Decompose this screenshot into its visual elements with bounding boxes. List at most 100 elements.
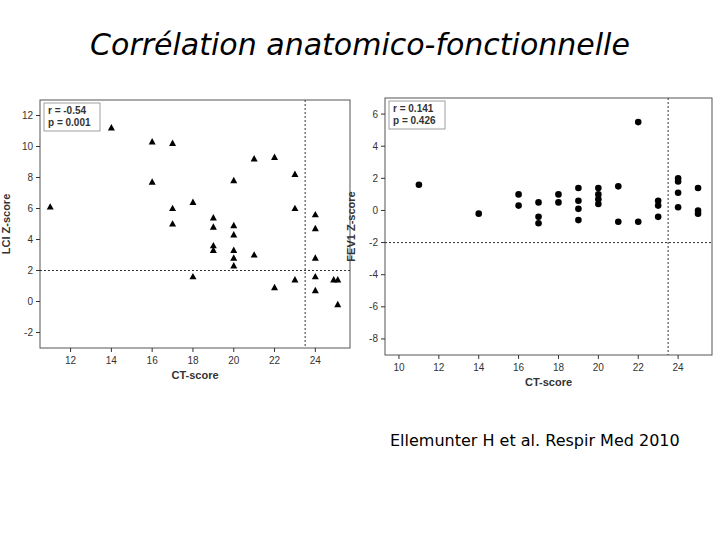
x-tick-label: 16 (513, 362, 525, 373)
plot-frame (40, 100, 350, 348)
point (515, 202, 522, 209)
point (312, 225, 319, 231)
x-tick-label: 12 (433, 362, 445, 373)
plot-area (40, 100, 350, 348)
plot-frame (385, 98, 712, 355)
annotation-box (389, 101, 445, 129)
x-tick (638, 355, 639, 359)
x-axis-label: CT-score (525, 376, 572, 388)
point (189, 273, 196, 279)
x-tick-label: 24 (673, 362, 685, 373)
point (291, 276, 298, 282)
point (312, 254, 319, 260)
reference-line-x (668, 98, 669, 355)
point (575, 206, 582, 213)
x-tick-label: 22 (633, 362, 645, 373)
point (515, 191, 522, 198)
y-tick (36, 115, 40, 116)
x-tick-label: 18 (553, 362, 565, 373)
point (312, 287, 319, 293)
point (230, 247, 237, 253)
point (312, 273, 319, 279)
y-tick-label: -6 (369, 301, 378, 312)
point (251, 155, 258, 161)
y-tick (36, 146, 40, 147)
x-tick-label: 10 (393, 362, 405, 373)
y-tick-label: 12 (22, 110, 34, 121)
point (575, 198, 582, 205)
x-tick (518, 355, 519, 359)
y-tick-label: -8 (369, 333, 378, 344)
x-tick (233, 348, 234, 352)
x-tick-label: 12 (65, 355, 77, 366)
y-tick (381, 274, 385, 275)
y-tick-label: 8 (27, 172, 33, 183)
y-tick (381, 210, 385, 211)
y-tick (36, 301, 40, 302)
y-axis-label: FEV1 Z-score (345, 191, 357, 261)
point (575, 217, 582, 224)
point (655, 214, 662, 221)
y-tick-label: -2 (369, 237, 378, 248)
y-tick (381, 338, 385, 339)
y-tick (381, 242, 385, 243)
x-tick (70, 348, 71, 352)
point (615, 183, 622, 190)
point (230, 262, 237, 268)
x-tick-label: 14 (106, 355, 118, 366)
y-tick (381, 114, 385, 115)
point (230, 254, 237, 260)
chart-1: 1012141618202224-8-6-4-20246CT-scoreFEV1… (345, 98, 712, 388)
x-tick-label: 20 (228, 355, 240, 366)
annotation: r = -0.54 (48, 105, 87, 116)
annotation-box (44, 103, 100, 131)
x-tick (315, 348, 316, 352)
y-tick (381, 306, 385, 307)
point (271, 284, 278, 290)
point (555, 199, 562, 206)
reference-line-y (385, 242, 712, 243)
point (535, 214, 542, 221)
point (595, 201, 602, 208)
point (291, 171, 298, 177)
point (230, 222, 237, 228)
x-tick-label: 22 (269, 355, 281, 366)
slide: Corrélation anatomico-fonctionnelle Ellem… (0, 0, 720, 540)
point (555, 191, 562, 198)
x-tick (398, 355, 399, 359)
y-tick (36, 270, 40, 271)
point (535, 220, 542, 227)
y-tick-label: -4 (369, 269, 378, 280)
y-tick-label: 0 (27, 296, 33, 307)
point (169, 205, 176, 211)
x-tick (558, 355, 559, 359)
y-tick (381, 178, 385, 179)
point (47, 203, 54, 209)
point (575, 185, 582, 192)
y-tick-label: -2 (24, 327, 33, 338)
slide-title: Corrélation anatomico-fonctionnelle (90, 27, 630, 62)
x-tick (438, 355, 439, 359)
y-tick (36, 332, 40, 333)
point (675, 204, 682, 211)
citation: Ellemunter H et al. Respir Med 2010 (390, 431, 680, 450)
point (655, 202, 662, 209)
point (230, 177, 237, 183)
point (149, 138, 156, 144)
point (675, 178, 682, 185)
y-tick-label: 0 (372, 205, 378, 216)
point (535, 199, 542, 206)
y-tick-label: 10 (22, 141, 34, 152)
point (230, 231, 237, 237)
point (416, 181, 423, 188)
x-tick-label: 24 (310, 355, 322, 366)
point (251, 251, 258, 257)
point (312, 211, 319, 217)
x-tick (192, 348, 193, 352)
point (210, 223, 217, 229)
point (210, 247, 217, 253)
x-tick (678, 355, 679, 359)
annotation: p = 0.001 (48, 117, 91, 128)
point (695, 185, 702, 192)
y-axis-label: LCI Z-score (0, 194, 12, 255)
